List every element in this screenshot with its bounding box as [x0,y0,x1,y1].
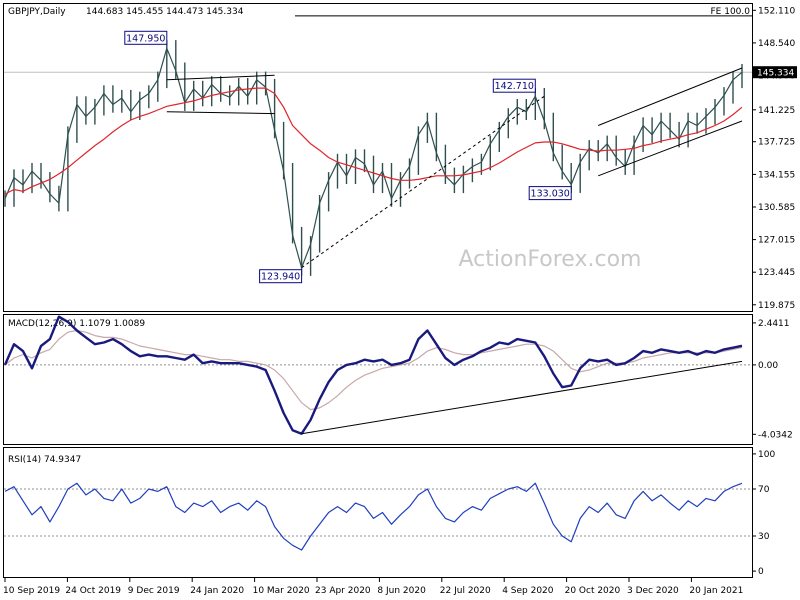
annotation-box [124,30,168,45]
price-trendline [301,95,545,269]
rsi-axis: 100 70 30 0 [752,450,775,577]
x-axis-tick-label: 9 Dec 2019 [128,586,180,596]
price-trendline [166,111,275,115]
price-axis-tick-label: 127.015 [758,236,795,246]
rsi-title: RSI(14) 74.9347 [8,455,81,465]
rsi-axis-tick-label: 100 [758,450,775,460]
x-axis-tick-label: 4 Sep 2020 [502,586,554,596]
price-trendline [598,67,743,126]
x-axis-tick-label: 24 Oct 2019 [65,586,121,596]
x-axis-tick-label: 3 Dec 2020 [627,586,679,596]
x-axis-tick-label: 22 Jul 2020 [440,586,491,596]
x-axis-tick-label: 23 Apr 2020 [315,586,371,596]
annotation-label: 147.950 [126,33,165,44]
x-axis-tick-label: 20 Jan 2021 [689,586,743,596]
x-axis-tick-label: 24 Jan 2020 [190,586,244,596]
price-axis-tick-label: 123.445 [758,268,795,278]
rsi-axis-tick-label: 70 [758,485,770,495]
current-price-badge [753,66,797,79]
annotation-label: 133.030 [531,189,570,200]
watermark: ActionForex.com [459,247,642,272]
macd-axis-tick-label: 2.4411 [758,319,790,329]
chart-symbol: GBPJPY,Daily [8,7,66,17]
rsi-line [4,482,743,551]
macd-axis-tick-label: -4.0342 [758,430,793,440]
rsi-panel-frame [3,447,753,578]
price-axis-tick-label: 134.155 [758,170,795,180]
x-axis-tick-label: 20 Oct 2020 [565,586,621,596]
annotation-box [528,186,572,201]
annotation-label: 123.940 [261,272,300,283]
price-trendline [598,120,743,177]
price-axis-tick-label: 148.540 [758,39,795,49]
price-series-line [4,47,743,269]
macd-trendline [301,360,743,435]
price-axis-tick-label: 141.225 [758,106,795,116]
price-axis-tick-label: 130.585 [758,203,795,213]
macd-panel-frame [3,314,753,445]
x-axis: 10 Sep 2019 24 Oct 2019 9 Dec 2019 24 Jan 2… [3,578,743,596]
macd-axis: 2.4411 0.00 -4.0342 [752,319,793,440]
fe-level-label: FE 100.0 [711,7,751,17]
annotation-label: 142.710 [495,81,534,92]
price-grid [4,15,752,73]
price-panel-frame [3,3,753,312]
annotation-box [259,269,303,284]
macd-axis-tick-label: 0.00 [758,361,778,371]
annotation-box [492,78,536,93]
x-axis-tick-label: 10 Mar 2020 [253,586,310,596]
macd-series [3,315,752,435]
price-series [4,40,743,276]
rsi-axis-tick-label: 0 [758,567,764,577]
chart-ohlc: 144.683 145.455 144.473 145.334 [86,7,244,17]
price-axis-tick-label: 119.875 [758,301,795,311]
macd-line [3,315,743,435]
price-axis: 152.110148.540144.970141.225137.725134.1… [752,6,797,311]
price-axis-tick-label: 152.110 [758,6,795,16]
moving-average-line [4,87,743,195]
macd-title: MACD(12,26,9) 1.1079 1.0089 [8,319,145,329]
rsi-axis-tick-label: 30 [758,532,770,542]
x-axis-tick-label: 8 Jun 2020 [377,586,426,596]
rsi-series [4,482,752,551]
x-axis-tick-label: 10 Sep 2019 [3,586,60,596]
price-trendline [166,74,275,81]
price-annotations: 147.950 123.940 142.710 133.030 [124,30,572,284]
current-price-label: 145.334 [757,69,794,79]
price-axis-tick-label: 137.725 [758,138,795,148]
